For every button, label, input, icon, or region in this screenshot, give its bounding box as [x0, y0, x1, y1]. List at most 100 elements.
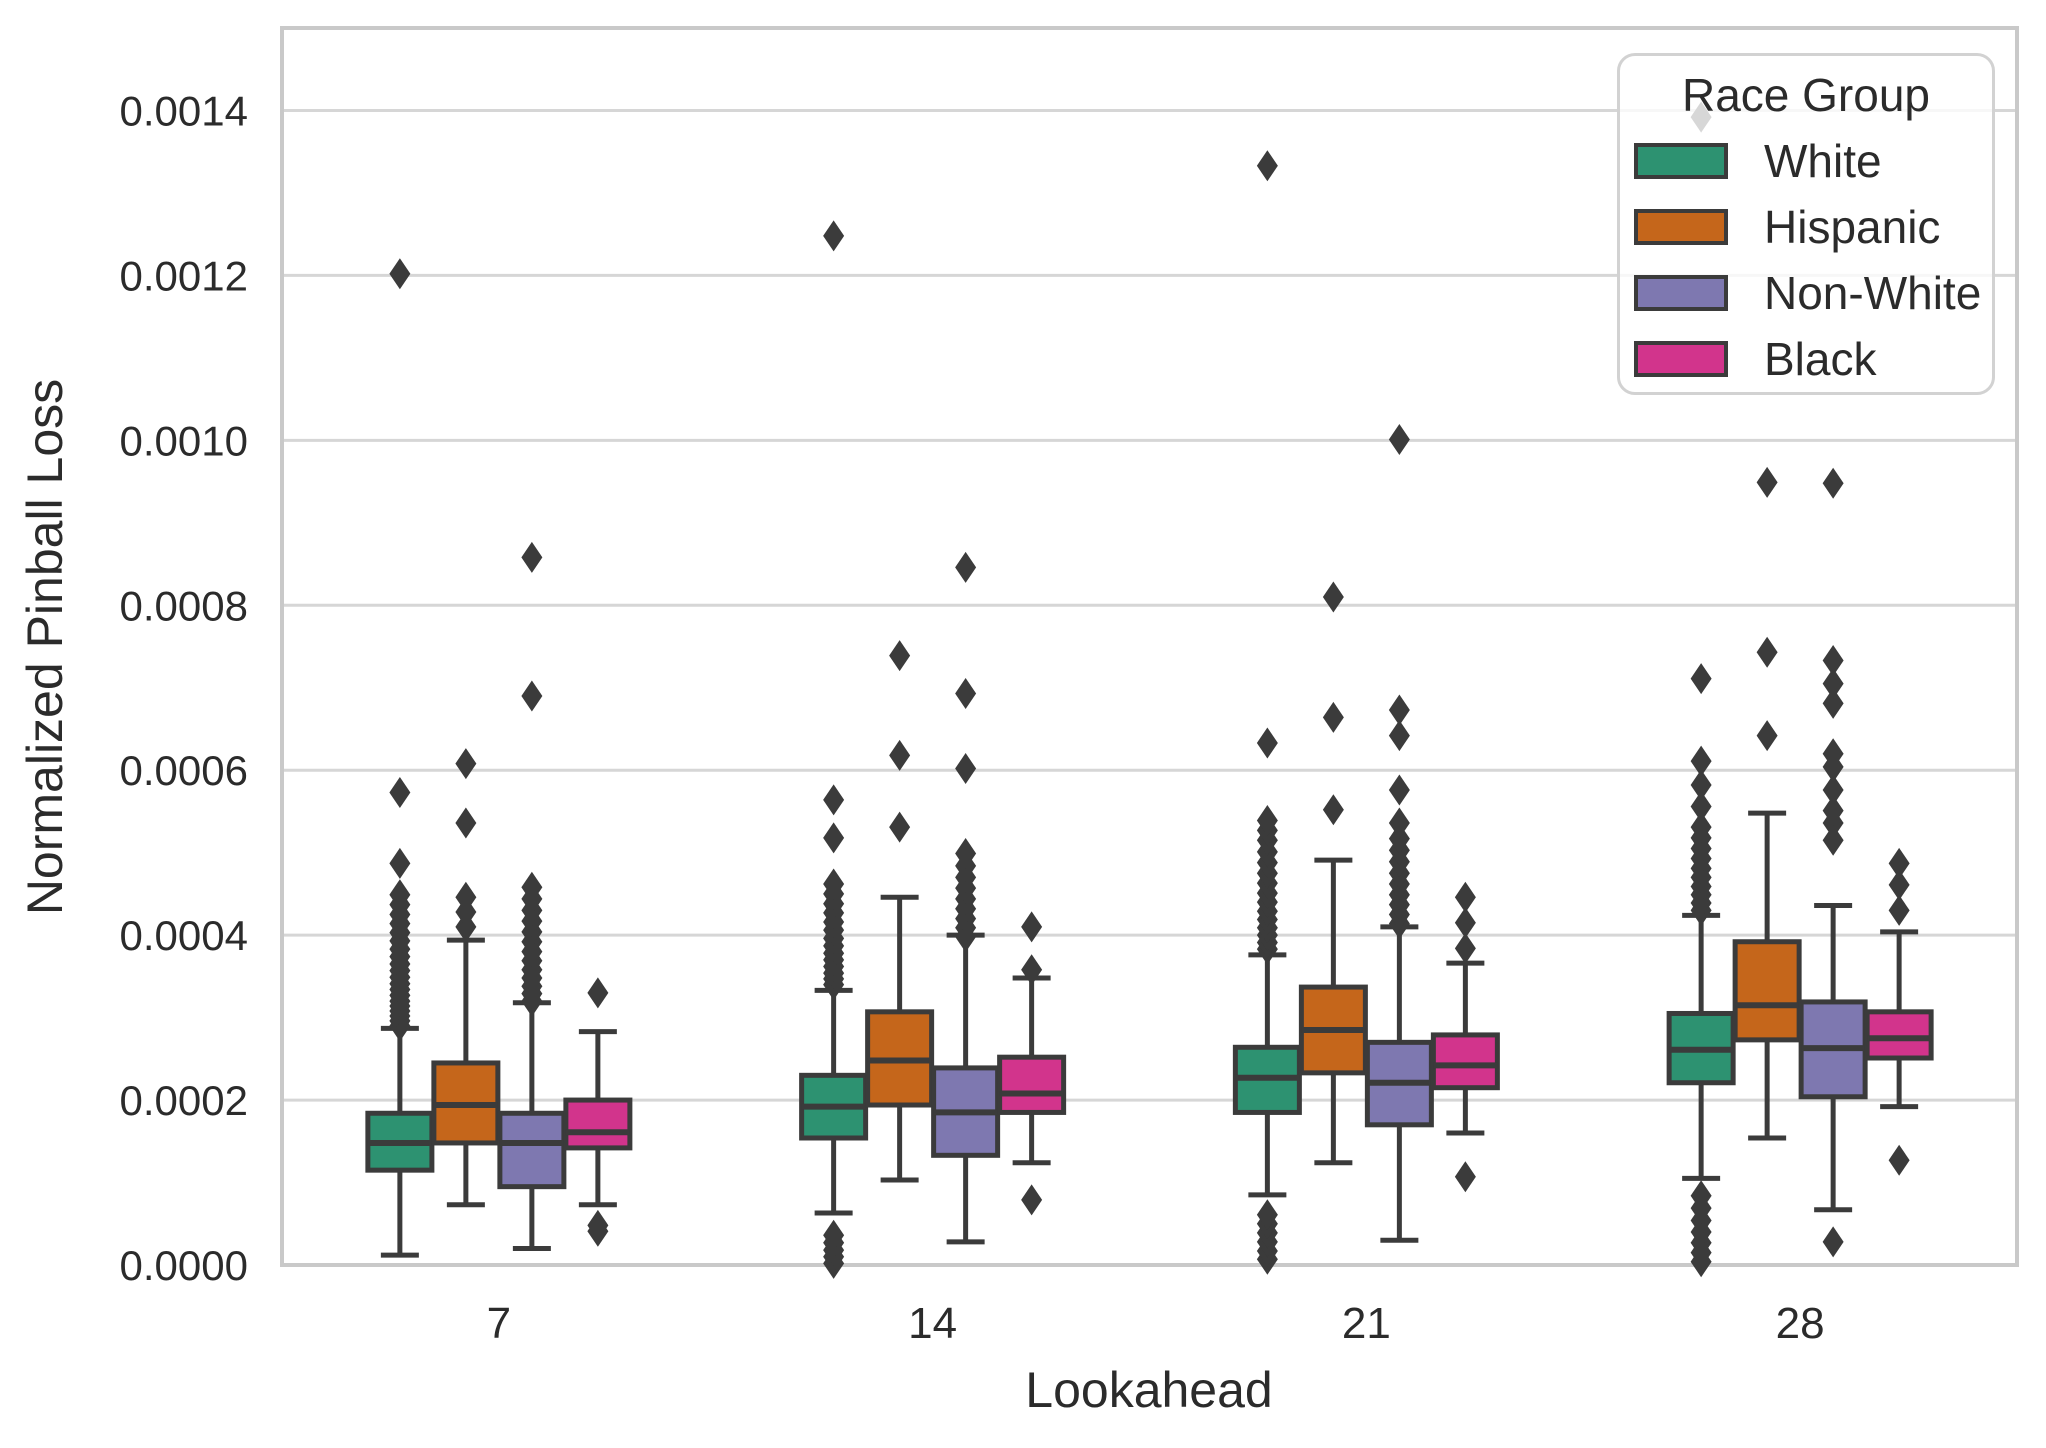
outlier-black-28: [1888, 1144, 1910, 1176]
outlier-hispanic-21: [1322, 701, 1344, 733]
outlier-white-21: [1256, 805, 1278, 837]
box-non-white-7: [497, 1110, 567, 1190]
y-tick-label: 0.0014: [120, 87, 248, 134]
y-tick-label: 0.0006: [120, 747, 248, 794]
x-tick-label: 14: [908, 1299, 957, 1348]
legend-label-hispanic: Hispanic: [1764, 201, 1941, 253]
outlier-hispanic-21: [1322, 581, 1344, 613]
outlier-black-21: [1454, 932, 1476, 964]
outlier-white-21: [1256, 727, 1278, 759]
outlier-non-white-28: [1822, 668, 1844, 700]
box-black-28: [1864, 1009, 1934, 1061]
outlier-white-7: [389, 258, 411, 290]
x-tick-label: 7: [487, 1299, 511, 1348]
outlier-non-white-28: [1822, 774, 1844, 806]
outlier-black-14: [1021, 911, 1043, 943]
outlier-non-white-7: [521, 680, 543, 712]
y-tick-label: 0.0012: [120, 252, 248, 299]
outlier-non-white-14: [955, 753, 977, 785]
legend-swatch-white: [1634, 143, 1728, 179]
box-black-14: [997, 1054, 1067, 1115]
outlier-hispanic-14: [889, 640, 911, 672]
outlier-white-7: [389, 847, 411, 879]
outlier-non-white-28: [1822, 645, 1844, 677]
y-tick-label: 0.0004: [120, 912, 248, 959]
outlier-white-7: [389, 879, 411, 911]
outlier-white-28: [1690, 769, 1712, 801]
outlier-hispanic-7: [455, 748, 477, 780]
x-tick-label: 21: [1342, 1299, 1391, 1348]
legend-swatch-non-white: [1634, 275, 1728, 311]
legend-item-white: White: [1620, 128, 1992, 194]
outlier-non-white-21: [1388, 823, 1410, 855]
outlier-non-white-21: [1388, 774, 1410, 806]
outlier-non-white-14: [955, 678, 977, 710]
outlier-white-14: [823, 784, 845, 816]
outlier-hispanic-21: [1322, 794, 1344, 826]
outlier-black-28: [1888, 869, 1910, 901]
outlier-non-white-21: [1388, 807, 1410, 839]
outlier-non-white-14: [955, 837, 977, 869]
legend-label-non-white: Non-White: [1764, 267, 1982, 319]
outlier-black-7: [587, 1209, 609, 1241]
outlier-black-21: [1454, 1161, 1476, 1193]
outlier-white-14: [823, 868, 845, 900]
outlier-black-7: [587, 977, 609, 1009]
legend-item-non-white: Non-White: [1620, 260, 1992, 326]
outlier-white-28: [1690, 745, 1712, 777]
outlier-white-14: [823, 220, 845, 252]
outlier-non-white-28: [1822, 795, 1844, 827]
outlier-black-21: [1454, 881, 1476, 913]
y-tick-label: 0.0008: [120, 582, 248, 629]
outlier-non-white-28: [1822, 824, 1844, 856]
x-axis-label: Lookahead: [1025, 1362, 1273, 1418]
outlier-white-28: [1690, 1180, 1712, 1212]
outlier-black-14: [1021, 1184, 1043, 1216]
legend-item-black: Black: [1620, 326, 1992, 392]
outlier-hispanic-28: [1756, 720, 1778, 752]
box-hispanic-28: [1732, 939, 1802, 1043]
outlier-non-white-21: [1388, 694, 1410, 726]
box-black-21: [1430, 1032, 1500, 1091]
outlier-hispanic-14: [889, 739, 911, 771]
outlier-white-28: [1690, 790, 1712, 822]
outlier-black-28: [1888, 894, 1910, 926]
outlier-black-21: [1454, 907, 1476, 939]
outlier-non-white-28: [1822, 1226, 1844, 1258]
y-axis-label: Normalized Pinball Loss: [17, 378, 73, 916]
outlier-hispanic-7: [455, 881, 477, 913]
y-tick-label: 0.0000: [120, 1242, 248, 1289]
outlier-non-white-7: [521, 541, 543, 573]
outlier-non-white-21: [1388, 424, 1410, 456]
outlier-white-7: [389, 776, 411, 808]
axes-spines: [280, 26, 2019, 1267]
outlier-non-white-28: [1822, 687, 1844, 719]
outlier-hispanic-28: [1756, 466, 1778, 498]
outlier-hispanic-7: [455, 807, 477, 839]
outlier-hispanic-14: [889, 811, 911, 843]
legend: Race Group White Hispanic Non-White Blac…: [1617, 53, 1995, 395]
outlier-black-14: [1021, 954, 1043, 986]
legend-label-white: White: [1764, 135, 1882, 187]
y-tick-label: 0.0002: [120, 1077, 248, 1124]
outlier-non-white-21: [1388, 720, 1410, 752]
outlier-white-14: [823, 822, 845, 854]
legend-title: Race Group: [1681, 69, 1930, 121]
outlier-white-21: [1256, 1199, 1278, 1231]
legend-swatch-hispanic: [1634, 209, 1728, 245]
legend-swatch-black: [1634, 341, 1728, 377]
outlier-non-white-7: [521, 871, 543, 903]
outlier-white-14: [823, 1219, 845, 1251]
outlier-non-white-28: [1822, 738, 1844, 770]
legend-label-black: Black: [1764, 333, 1877, 385]
outlier-non-white-14: [955, 551, 977, 583]
box-black-7: [563, 1097, 633, 1151]
outlier-white-28: [1690, 811, 1712, 843]
outlier-white-21: [1256, 150, 1278, 182]
legend-item-hispanic: Hispanic: [1620, 194, 1992, 260]
outlier-black-28: [1888, 847, 1910, 879]
outlier-hispanic-28: [1756, 636, 1778, 668]
outlier-white-28: [1690, 663, 1712, 695]
y-tick-label: 0.0010: [120, 417, 248, 464]
